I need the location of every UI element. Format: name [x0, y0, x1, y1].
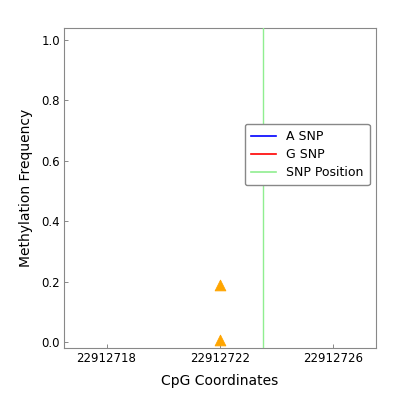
Legend: A SNP, G SNP, SNP Position: A SNP, G SNP, SNP Position	[245, 124, 370, 185]
Y-axis label: Methylation Frequency: Methylation Frequency	[19, 109, 33, 267]
Point	[217, 337, 223, 344]
X-axis label: CpG Coordinates: CpG Coordinates	[161, 374, 279, 388]
Point	[217, 282, 223, 288]
